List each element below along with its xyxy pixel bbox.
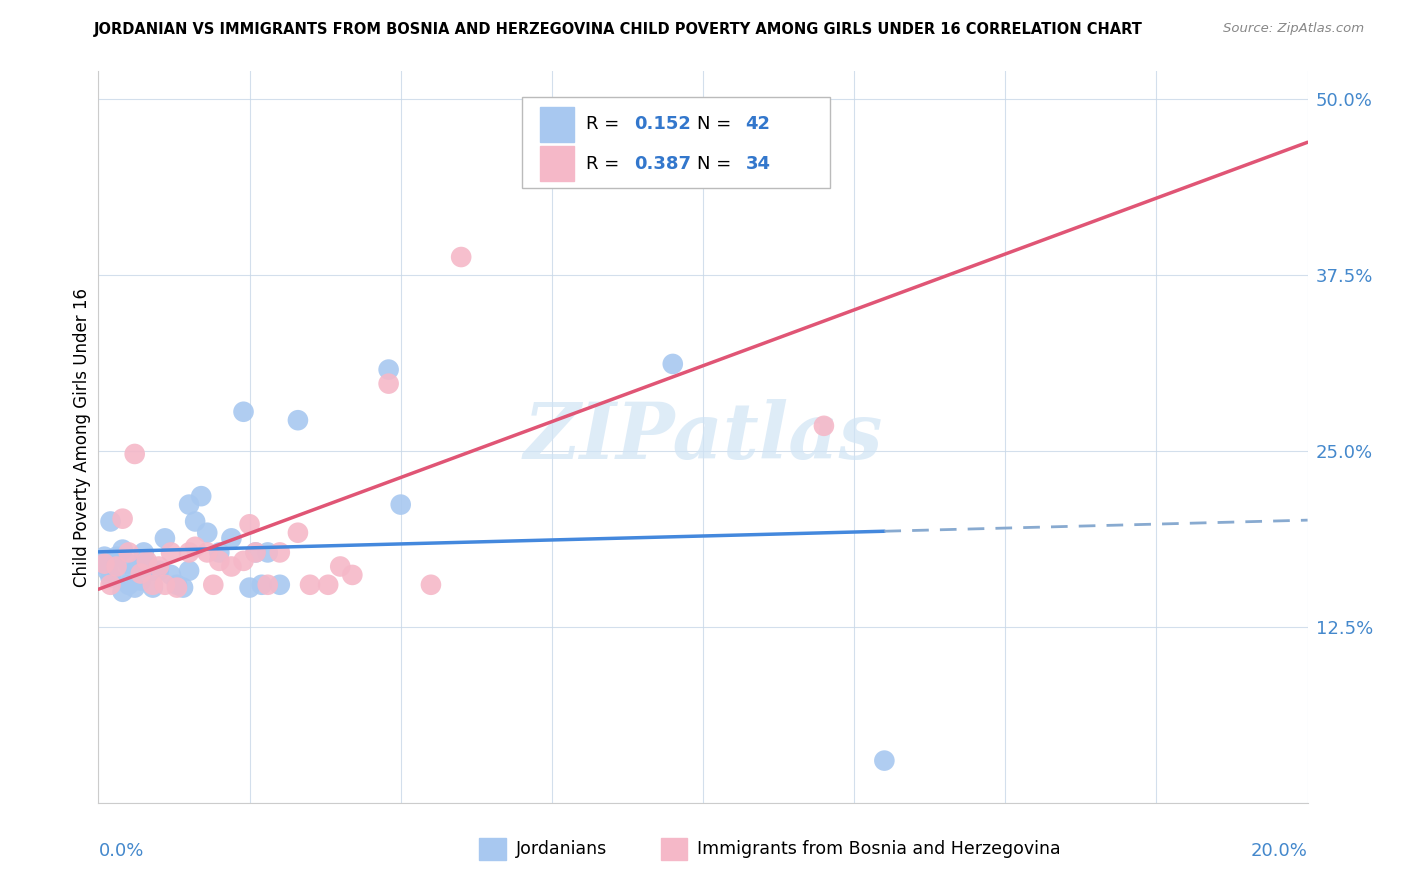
Point (118, 578, 141, 592)
Point (239, 517, 262, 532)
Point (813, 418, 835, 433)
Point (269, 578, 291, 592)
Point (129, 574, 152, 588)
Point (377, 376, 399, 391)
Point (105, 559, 128, 574)
Text: 0.0%: 0.0% (98, 842, 143, 860)
Point (184, 515, 207, 529)
Point (105, 549, 128, 564)
Point (166, 578, 188, 592)
Point (269, 545, 291, 559)
Point (250, 578, 273, 592)
Point (148, 564, 170, 578)
Point (166, 581, 188, 595)
Point (661, 357, 683, 371)
Point (129, 566, 152, 581)
Bar (540, 107, 574, 142)
Point (135, 554, 157, 568)
Text: 42: 42 (745, 115, 770, 133)
Point (148, 559, 170, 574)
Point (232, 405, 254, 419)
Point (377, 362, 399, 376)
Point (239, 581, 262, 595)
Point (190, 489, 212, 503)
Point (571, 166, 593, 180)
Point (93, 557, 115, 571)
Point (118, 545, 141, 559)
Point (389, 498, 412, 512)
Point (132, 545, 155, 559)
Point (195, 525, 218, 540)
Point (179, 545, 201, 559)
Text: Jordanians: Jordanians (516, 840, 607, 858)
Point (221, 532, 243, 546)
Point (142, 581, 165, 595)
Point (160, 568, 183, 582)
Point (245, 545, 267, 559)
Text: 0.387: 0.387 (634, 154, 692, 173)
FancyBboxPatch shape (522, 97, 830, 188)
Point (153, 532, 176, 546)
Point (172, 581, 194, 595)
Y-axis label: Child Poverty Among Girls Under 16: Child Poverty Among Girls Under 16 (73, 287, 91, 587)
Text: ZIPatlas: ZIPatlas (523, 399, 883, 475)
Point (105, 564, 128, 578)
Point (124, 564, 146, 578)
Text: R =: R = (586, 154, 624, 173)
Text: 34: 34 (745, 154, 770, 173)
Point (93, 549, 115, 564)
Point (245, 545, 267, 559)
Point (142, 578, 165, 592)
Point (208, 545, 231, 559)
Text: Source: ZipAtlas.com: Source: ZipAtlas.com (1223, 22, 1364, 36)
Bar (540, 146, 574, 181)
Point (316, 578, 339, 592)
Point (111, 511, 134, 525)
Point (221, 559, 243, 574)
Point (129, 559, 152, 574)
Point (179, 564, 201, 578)
Point (232, 554, 254, 568)
Point (342, 568, 364, 582)
Point (111, 584, 134, 599)
Point (124, 447, 146, 461)
Point (100, 578, 122, 592)
Point (142, 564, 165, 578)
Point (100, 515, 122, 529)
Text: JORDANIAN VS IMMIGRANTS FROM BOSNIA AND HERZEGOVINA CHILD POVERTY AMONG GIRLS UN: JORDANIAN VS IMMIGRANTS FROM BOSNIA AND … (94, 22, 1143, 37)
Point (329, 559, 352, 574)
Point (124, 581, 146, 595)
Text: 20.0%: 20.0% (1251, 842, 1308, 860)
Point (153, 578, 176, 592)
Point (208, 554, 231, 568)
Point (873, 754, 896, 768)
Point (202, 578, 225, 592)
Point (96, 564, 118, 578)
Point (299, 578, 322, 592)
Point (160, 545, 183, 559)
Point (179, 498, 201, 512)
Point (100, 571, 122, 585)
Point (184, 540, 207, 554)
Point (420, 578, 443, 592)
Point (118, 557, 141, 571)
Point (256, 578, 278, 592)
Text: Immigrants from Bosnia and Herzegovina: Immigrants from Bosnia and Herzegovina (697, 840, 1060, 858)
Point (287, 413, 309, 427)
Text: 0.152: 0.152 (634, 115, 690, 133)
Point (287, 525, 309, 540)
Text: N =: N = (697, 154, 737, 173)
Bar (661, 838, 688, 860)
Text: N =: N = (697, 115, 737, 133)
Bar (479, 838, 506, 860)
Point (195, 545, 218, 559)
Point (450, 250, 472, 264)
Point (256, 545, 278, 559)
Point (135, 557, 157, 571)
Point (111, 542, 134, 557)
Point (90, 557, 112, 571)
Text: R =: R = (586, 115, 624, 133)
